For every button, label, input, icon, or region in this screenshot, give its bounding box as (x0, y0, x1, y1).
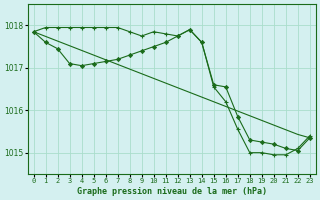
X-axis label: Graphe pression niveau de la mer (hPa): Graphe pression niveau de la mer (hPa) (77, 187, 267, 196)
